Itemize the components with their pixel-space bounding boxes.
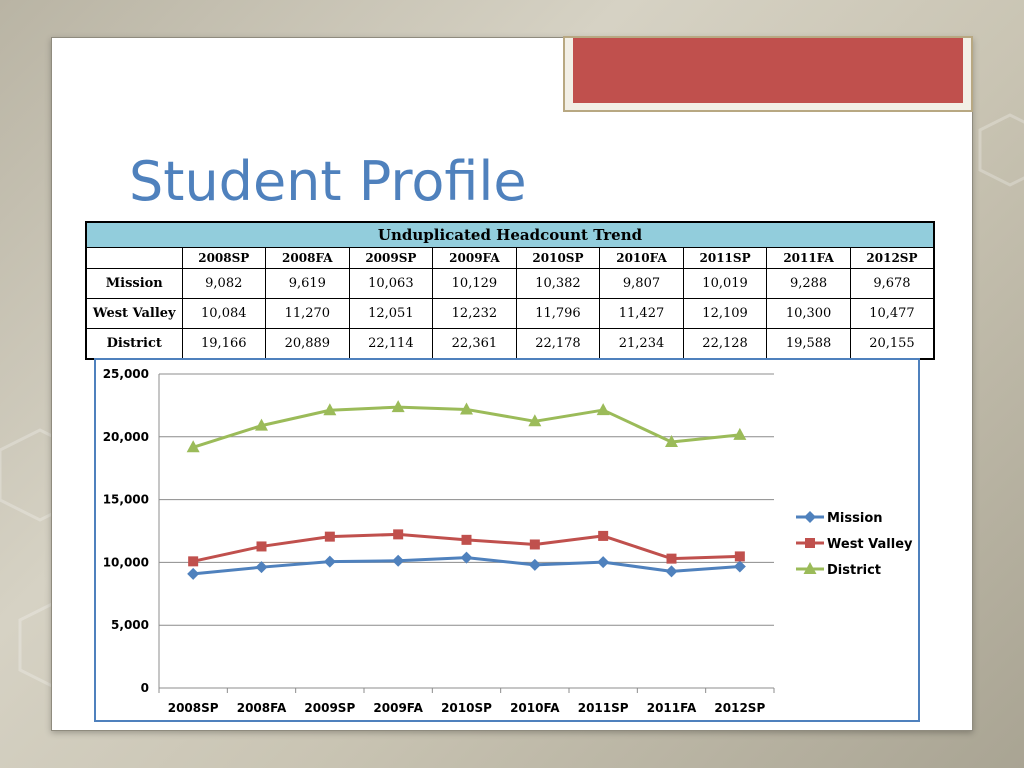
table-cell: 9,678 bbox=[849, 268, 935, 299]
y-tick-label: 15,000 bbox=[103, 493, 149, 507]
y-tick-label: 25,000 bbox=[103, 367, 149, 381]
data-point-west-valley bbox=[393, 529, 404, 540]
table-row: West Valley 10,084 11,270 12,051 12,232 11,79… bbox=[85, 298, 935, 329]
data-point-west-valley bbox=[461, 534, 472, 545]
table-cell: 12,109 bbox=[682, 298, 768, 329]
table-column-header: 2009SP bbox=[348, 247, 434, 269]
data-point-west-valley bbox=[666, 553, 677, 564]
data-point-west-valley bbox=[734, 551, 745, 562]
data-point-district bbox=[460, 402, 473, 415]
table-column-header: 2011SP bbox=[682, 247, 768, 269]
data-point-mission bbox=[323, 555, 336, 568]
data-point-district bbox=[323, 403, 337, 416]
table-cell: 10,129 bbox=[432, 268, 517, 299]
table-cell: 12,051 bbox=[348, 298, 434, 329]
table-row-label: Mission bbox=[85, 268, 183, 299]
data-point-west-valley bbox=[805, 538, 815, 548]
data-point-district bbox=[665, 434, 678, 447]
table-cell: 21,234 bbox=[599, 328, 684, 360]
table-cell: 9,619 bbox=[265, 268, 350, 299]
data-point-mission bbox=[187, 567, 200, 580]
table-cell: 11,427 bbox=[599, 298, 684, 329]
y-tick-label: 0 bbox=[141, 681, 149, 695]
data-point-district bbox=[733, 427, 747, 440]
table-cell: 22,178 bbox=[515, 328, 601, 360]
y-tick-label: 10,000 bbox=[103, 555, 149, 569]
y-tick-label: 20,000 bbox=[103, 430, 149, 444]
table-cell: 22,128 bbox=[682, 328, 768, 360]
table-cell: 9,288 bbox=[766, 268, 851, 299]
table-row: District 19,166 20,889 22,114 22,361 22,178 21… bbox=[85, 328, 935, 360]
data-point-west-valley bbox=[188, 556, 199, 567]
data-point-mission bbox=[733, 560, 746, 573]
table-cell: 12,232 bbox=[432, 298, 517, 329]
table-cell: 20,155 bbox=[849, 328, 935, 360]
table-row-label: District bbox=[85, 328, 183, 360]
x-tick-label: 2011FA bbox=[647, 701, 697, 715]
data-point-mission bbox=[460, 551, 473, 564]
data-point-mission bbox=[804, 511, 816, 523]
data-point-district bbox=[255, 418, 268, 431]
table-cell: 10,019 bbox=[682, 268, 768, 299]
x-tick-label: 2009SP bbox=[304, 701, 355, 715]
data-point-west-valley bbox=[598, 530, 609, 541]
table-cell: 10,477 bbox=[849, 298, 935, 329]
table-column-header: 2011FA bbox=[766, 247, 851, 269]
slide-title: Student Profile bbox=[129, 150, 527, 213]
table-cell: 9,807 bbox=[599, 268, 684, 299]
table-column-header: 2008SP bbox=[181, 247, 267, 269]
chart-canvas: 0 5,000 10,000 15,000 20,000 25,000 2008SP 2008… bbox=[103, 367, 913, 715]
headcount-chart: 0 5,000 10,000 15,000 20,000 25,000 2008SP 2008… bbox=[94, 358, 920, 722]
table-cell: 19,166 bbox=[181, 328, 267, 360]
data-point-district bbox=[596, 403, 610, 416]
table-cell: 22,361 bbox=[432, 328, 517, 360]
x-tick-label: 2010SP bbox=[441, 701, 492, 715]
data-point-district bbox=[803, 562, 817, 574]
x-tick-label: 2012SP bbox=[714, 701, 765, 715]
x-tick-label: 2011SP bbox=[578, 701, 629, 715]
table-column-header: 2010FA bbox=[599, 247, 684, 269]
legend-label-district: District bbox=[827, 563, 881, 578]
table-cell: 10,063 bbox=[348, 268, 434, 299]
data-point-west-valley bbox=[256, 541, 267, 552]
table-column-header: 2010SP bbox=[515, 247, 601, 269]
table-caption: Unduplicated Headcount Trend bbox=[85, 221, 935, 248]
table-row-label: West Valley bbox=[85, 298, 183, 329]
data-point-mission bbox=[255, 561, 268, 574]
table-cell: 10,382 bbox=[515, 268, 601, 299]
data-point-district bbox=[391, 400, 405, 413]
table-column-header: 2012SP bbox=[849, 247, 935, 269]
table-cell: 19,588 bbox=[766, 328, 851, 360]
table-cell: 11,796 bbox=[515, 298, 601, 329]
data-point-mission bbox=[665, 565, 678, 578]
table-row: Mission 9,082 9,619 10,063 10,129 10,382 9,807… bbox=[85, 268, 935, 299]
table-cell: 10,084 bbox=[181, 298, 267, 329]
x-tick-label: 2008SP bbox=[168, 701, 219, 715]
x-tick-label: 2010FA bbox=[510, 701, 560, 715]
data-point-west-valley bbox=[324, 531, 335, 542]
data-point-west-valley bbox=[529, 539, 540, 550]
legend-label-mission: Mission bbox=[827, 511, 883, 526]
headcount-table: Unduplicated Headcount Trend 2008SP 2008F… bbox=[85, 221, 935, 360]
title-accent-fill bbox=[573, 38, 963, 103]
legend-label-west-valley: West Valley bbox=[827, 537, 913, 552]
data-point-district bbox=[186, 440, 200, 453]
data-point-mission bbox=[528, 558, 541, 571]
table-column-header: 2009FA bbox=[432, 247, 517, 269]
table-corner-cell bbox=[85, 247, 183, 269]
table-cell: 9,082 bbox=[181, 268, 267, 299]
table-cell: 22,114 bbox=[348, 328, 434, 360]
table-cell: 10,300 bbox=[766, 298, 851, 329]
x-tick-label: 2008FA bbox=[237, 701, 287, 715]
data-point-mission bbox=[597, 556, 610, 569]
title-accent-tab bbox=[563, 36, 973, 112]
data-point-mission bbox=[392, 554, 405, 567]
y-tick-label: 5,000 bbox=[111, 618, 149, 632]
x-tick-label: 2009FA bbox=[373, 701, 423, 715]
table-cell: 11,270 bbox=[265, 298, 350, 329]
table-column-header: 2008FA bbox=[265, 247, 350, 269]
table-cell: 20,889 bbox=[265, 328, 350, 360]
data-point-district bbox=[528, 414, 542, 427]
